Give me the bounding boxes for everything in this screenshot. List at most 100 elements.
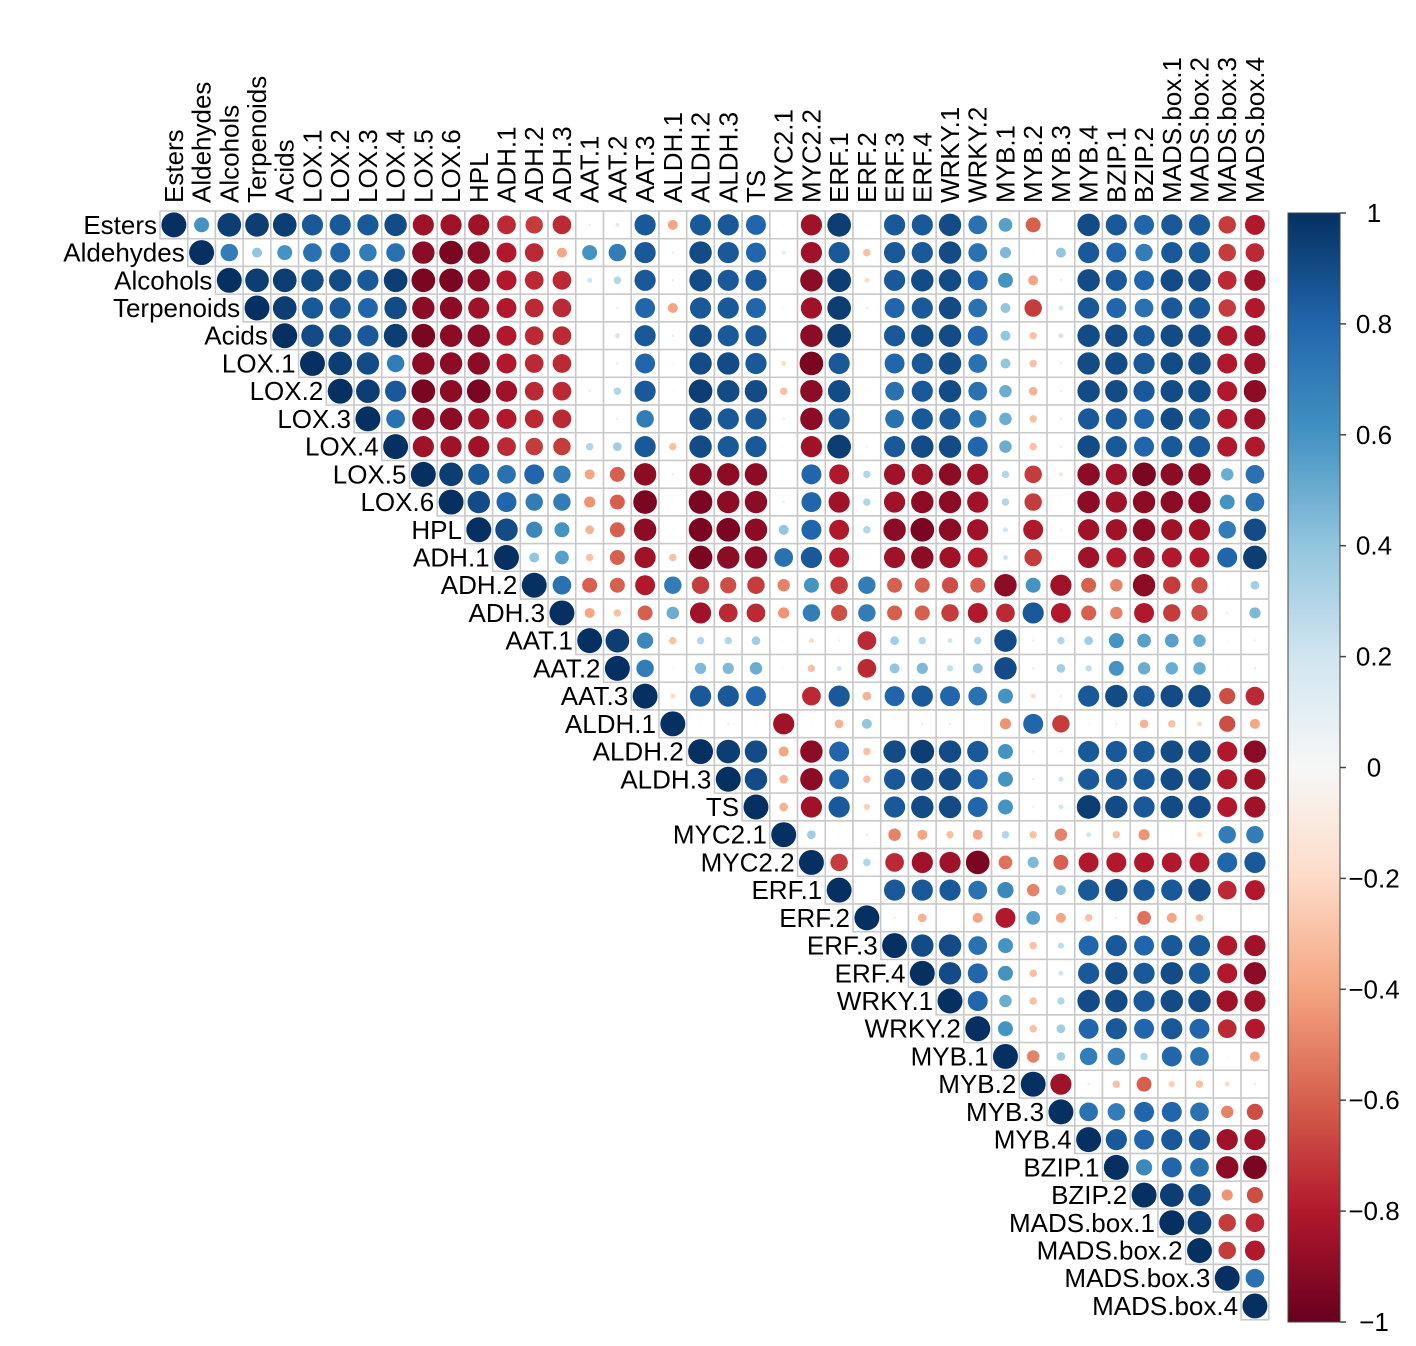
correlation-dot [717, 214, 739, 236]
correlation-dot [715, 766, 741, 792]
correlation-dot [1188, 962, 1211, 984]
correlation-dot [938, 241, 962, 264]
correlation-dot [524, 270, 544, 290]
correlation-dot [1087, 723, 1090, 725]
correlation-dot [746, 242, 766, 263]
correlation-dot [1106, 852, 1127, 873]
correlation-dot [828, 241, 850, 264]
correlation-dot [938, 379, 962, 403]
correlation-dot [1218, 1241, 1236, 1260]
correlation-dot [1243, 1155, 1267, 1180]
correlation-dot [1105, 214, 1127, 236]
correlation-dot [1159, 1210, 1185, 1236]
correlation-dot [999, 440, 1012, 453]
correlation-dot [997, 938, 1013, 954]
correlation-dot [1060, 556, 1062, 559]
correlation-dot [1077, 989, 1100, 1013]
correlation-dot [1115, 916, 1118, 920]
correlation-dot [636, 410, 654, 428]
correlation-dot [554, 522, 570, 538]
correlation-dot [412, 241, 435, 264]
correlation-dot [911, 768, 934, 791]
correlation-dot [467, 490, 491, 514]
correlation-dot [866, 418, 868, 420]
correlation-dot [524, 464, 545, 485]
correlation-dot [1029, 830, 1037, 839]
correlation-dot [888, 828, 901, 841]
correlation-dot [826, 877, 852, 903]
correlation-dot [1243, 518, 1267, 542]
correlation-dot [828, 796, 850, 818]
correlation-dot [636, 632, 654, 649]
correlation-dot [800, 269, 823, 292]
column-label: LOX.2 [325, 129, 355, 203]
column-label: Esters [159, 129, 189, 203]
correlation-dot [1105, 408, 1127, 430]
correlation-dot [1132, 573, 1156, 597]
colorbar-tick-label: 0.8 [1356, 309, 1392, 339]
correlation-dot [883, 879, 906, 901]
correlation-dot [751, 636, 761, 646]
correlation-dot [1226, 917, 1228, 919]
correlation-dot [1244, 934, 1266, 957]
correlation-dot [1217, 1019, 1237, 1039]
correlation-dot [672, 390, 674, 392]
correlation-dot [911, 324, 934, 347]
correlation-dot [746, 603, 766, 623]
correlation-dot [438, 489, 464, 515]
correlation-dot [783, 224, 785, 226]
correlation-dot [829, 741, 850, 762]
correlation-dot [671, 473, 675, 476]
correlation-dot [778, 746, 789, 757]
correlation-dot [1217, 797, 1238, 817]
correlation-dot [1000, 303, 1011, 314]
correlation-dot [466, 517, 492, 543]
colorbar-tick-label: 1 [1367, 198, 1381, 228]
column-label: MYB.1 [990, 125, 1020, 203]
correlation-dot [783, 335, 785, 337]
correlation-dot [688, 739, 714, 765]
matrix-row [297, 348, 1270, 379]
column-label: BZIP.1 [1101, 127, 1131, 203]
matrix-row [907, 958, 1270, 988]
correlation-dot [938, 962, 962, 985]
correlation-dot [1161, 1018, 1183, 1040]
correlation-dot [1134, 214, 1155, 235]
cell [1046, 626, 1076, 656]
column-label: MYB.3 [1046, 125, 1076, 203]
correlation-dot [1218, 216, 1236, 234]
correlation-dot [637, 605, 653, 621]
correlation-dot [1059, 389, 1063, 393]
correlation-dot [1105, 768, 1127, 790]
correlation-dot [967, 769, 988, 790]
correlation-dot [965, 1016, 991, 1042]
correlation-dot [384, 296, 407, 320]
correlation-dot [605, 628, 630, 653]
correlation-dot [1133, 685, 1155, 707]
correlation-dot [911, 380, 933, 402]
correlation-dot [357, 325, 379, 347]
correlation-dot [744, 463, 768, 486]
correlation-dot [1161, 1129, 1183, 1151]
correlation-dot [552, 409, 572, 429]
correlation-dot [1250, 580, 1260, 590]
correlation-dot [439, 240, 463, 265]
row-label: AAT.1 [505, 626, 572, 656]
correlation-dot [746, 686, 766, 707]
correlation-dot [439, 352, 463, 375]
correlation-dot [1188, 297, 1211, 319]
correlation-dot [1000, 358, 1011, 369]
correlation-dot [883, 325, 906, 347]
correlation-dot [1217, 935, 1238, 956]
correlation-dot [1085, 665, 1092, 672]
correlation-dot [911, 269, 934, 292]
correlation-dot [1217, 769, 1238, 790]
correlation-dot [585, 525, 595, 535]
row-label: MADS.box.4 [1092, 1291, 1238, 1321]
correlation-dot [1161, 852, 1182, 873]
correlation-dot [1107, 1103, 1126, 1121]
correlation-dot [973, 636, 982, 645]
correlation-dot [863, 498, 871, 506]
correlation-dot [1218, 243, 1236, 262]
correlation-dot [277, 245, 293, 261]
